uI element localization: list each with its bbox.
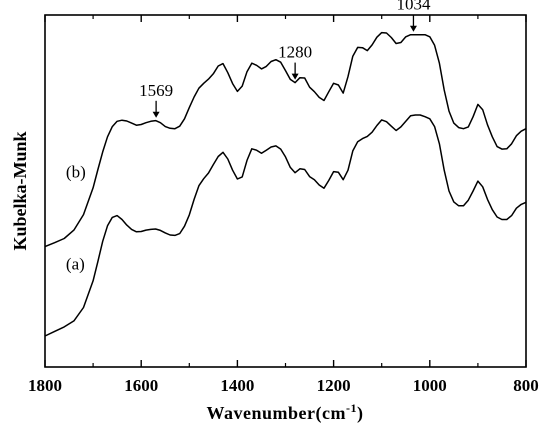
- series-line-b: [45, 33, 526, 247]
- x-tick-label: 1200: [317, 376, 351, 395]
- annotation-arrow-head: [153, 112, 160, 118]
- series-group: (b) (a): [45, 33, 526, 336]
- annotation-arrow-head: [292, 74, 299, 80]
- y-axis-label: Kubelka-Munk: [10, 131, 30, 250]
- x-tick-label: 1400: [220, 376, 254, 395]
- annotation-arrow-head: [410, 26, 417, 32]
- annotation-label: 1569: [139, 81, 173, 100]
- x-tick-label: 1000: [413, 376, 447, 395]
- x-axis-label: Wavenumber(cm-1): [207, 401, 364, 424]
- series-line-a: [45, 115, 526, 336]
- annotation-label: 1034: [396, 0, 431, 14]
- annotation-label: 1280: [278, 43, 312, 62]
- series-label-a: (a): [66, 254, 85, 273]
- x-tick-label: 800: [513, 376, 539, 395]
- plot-frame: [45, 15, 526, 367]
- x-tick-label: 1800: [28, 376, 62, 395]
- x-tick-label: 1600: [124, 376, 158, 395]
- tick-group: 1800 1600 1400 1200 1000 800: [28, 15, 539, 395]
- series-label-b: (b): [66, 163, 86, 182]
